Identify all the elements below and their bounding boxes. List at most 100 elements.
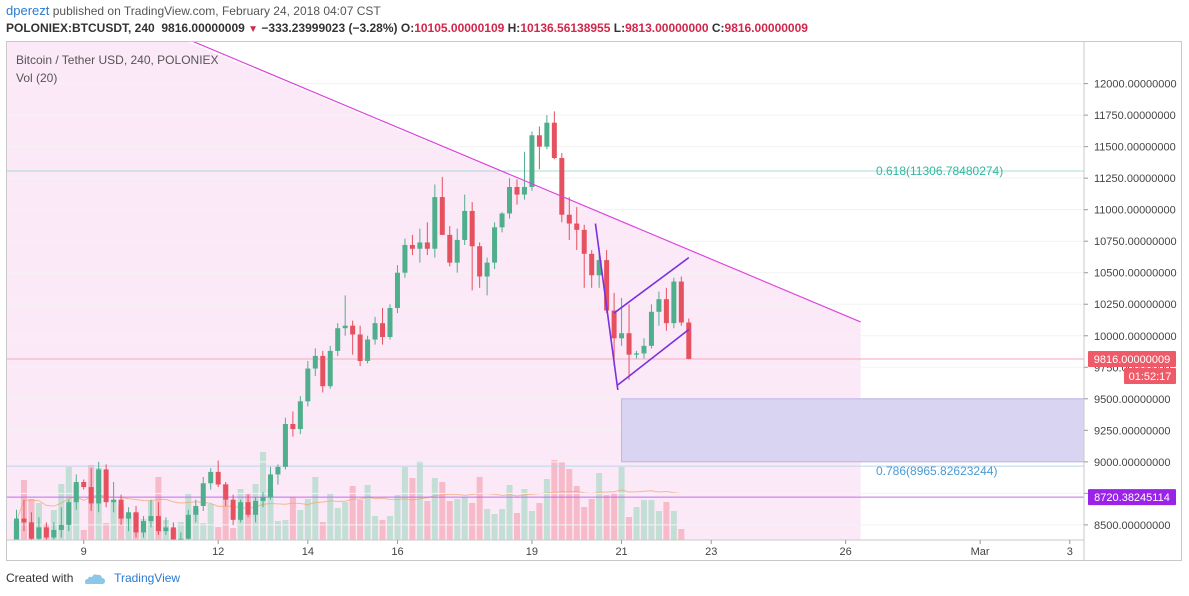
price-tick-label: 8500.00000000 [1094, 520, 1170, 532]
volume-bar [678, 529, 685, 540]
candle-body [671, 281, 677, 324]
tradingview-link[interactable]: TradingView [114, 571, 181, 585]
candle-body [439, 197, 445, 235]
price-chart[interactable]: 0.618(11306.78480274) 0.786(8965.82623244… [7, 42, 1181, 560]
high-label: H: [507, 21, 521, 35]
volume-bar [640, 500, 647, 540]
candle-body [21, 518, 27, 523]
candle-body [81, 482, 87, 488]
volume-bar [379, 520, 386, 540]
volume-bar [446, 501, 453, 540]
volume-bar [177, 522, 184, 540]
volume-bar [312, 477, 319, 540]
candle-body [372, 323, 378, 340]
candle-body [394, 272, 400, 309]
fib-786-label: 0.786(8965.82623244) [876, 464, 997, 478]
volume-bar [73, 485, 80, 540]
volume-ma-line [16, 489, 682, 522]
volume-bar [110, 500, 117, 540]
volume-bar [409, 478, 416, 540]
down-arrow-icon: ▼ [248, 24, 259, 35]
candle-body [507, 186, 513, 214]
candle-body [185, 514, 191, 539]
open-label: O: [400, 21, 415, 35]
flag-lower-line [617, 328, 690, 386]
candle-body [447, 234, 453, 263]
volume-bar [267, 489, 274, 540]
volume-bar [342, 502, 349, 540]
candle-body [275, 466, 281, 475]
price-tick-label: 9250.00000000 [1094, 425, 1170, 437]
candle-body [469, 210, 475, 247]
candle-body [611, 310, 617, 339]
candle-body [312, 355, 318, 369]
candle-body [36, 527, 42, 539]
price-tick-label: 12000.00000000 [1094, 79, 1177, 91]
volume-bar [327, 494, 334, 540]
candle-body [589, 253, 595, 276]
support-badge [1088, 489, 1176, 506]
annotations: 0.618(11306.78480274) 0.786(8965.82623244… [7, 83, 1084, 526]
volume-bar [80, 530, 87, 540]
volume-bar [528, 511, 535, 540]
volume-bar [401, 467, 408, 540]
price-tick-label: 10250.00000000 [1094, 299, 1177, 311]
volume-bar [513, 513, 520, 540]
volume-bar [394, 495, 401, 540]
candle-body [596, 260, 602, 276]
countdown-badge [1124, 367, 1176, 384]
candle-body [200, 483, 206, 506]
candle-body [88, 487, 94, 504]
candle-body [342, 325, 348, 329]
volume-bar [372, 516, 379, 540]
price-axis[interactable]: 8500.000000008750.000000009000.000000009… [1084, 79, 1177, 532]
open-value: 10105.00000109 [414, 21, 505, 35]
volume-bar [349, 486, 356, 540]
volume-bar [603, 495, 610, 540]
volume-bar [596, 473, 603, 540]
candle-body [51, 529, 57, 538]
volume-bar [387, 516, 393, 540]
candle-body [454, 239, 460, 263]
time-tick-label: 19 [526, 546, 538, 558]
published-text: published on TradingView.com, February 2… [52, 4, 381, 18]
volume-bar [558, 462, 565, 540]
volume-bar [439, 482, 446, 540]
candle-body [163, 527, 169, 532]
candle-body [245, 502, 251, 515]
volume-bar [319, 522, 326, 540]
candle-body [424, 242, 430, 249]
candle-body [66, 502, 72, 525]
candle-body [118, 499, 124, 519]
time-tick-label: 16 [391, 546, 403, 558]
candle-body [230, 499, 236, 520]
chart-legend-title: Bitcoin / Tether USD, 240, POLONIEX [16, 53, 219, 67]
volume-bar [357, 500, 364, 540]
candle-body [28, 522, 34, 539]
volume-bar [476, 477, 483, 540]
publisher-name[interactable]: dperezt [6, 3, 50, 18]
candle-body [536, 135, 542, 147]
candle-body [477, 246, 483, 277]
volume-bar [454, 499, 461, 540]
price-tick-label: 10000.00000000 [1094, 331, 1177, 343]
flag-upper-line [613, 256, 690, 314]
candle-body [103, 469, 109, 503]
candle-body [126, 512, 132, 519]
candle-body [148, 516, 154, 522]
volume-bar [648, 500, 655, 540]
candle-body [43, 527, 49, 538]
candles [14, 111, 692, 540]
chart-frame[interactable]: 0.618(11306.78480274) 0.786(8965.82623244… [6, 41, 1182, 561]
low-value: 9813.00000000 [625, 21, 709, 35]
candle-body [604, 260, 610, 311]
time-axis[interactable]: 9 12 14 16 19 21 23 26 Mar 3 [81, 540, 1073, 558]
price-tick-label: 11750.00000000 [1094, 110, 1176, 122]
volume-bar [573, 486, 580, 540]
low-label: L: [613, 21, 626, 35]
price-tick-label: 9500.00000000 [1094, 394, 1170, 406]
candle-body [58, 524, 64, 530]
candle-body [641, 345, 647, 354]
candle-body [140, 521, 146, 533]
support-badge-text: 8720.38245114 [1094, 492, 1170, 504]
